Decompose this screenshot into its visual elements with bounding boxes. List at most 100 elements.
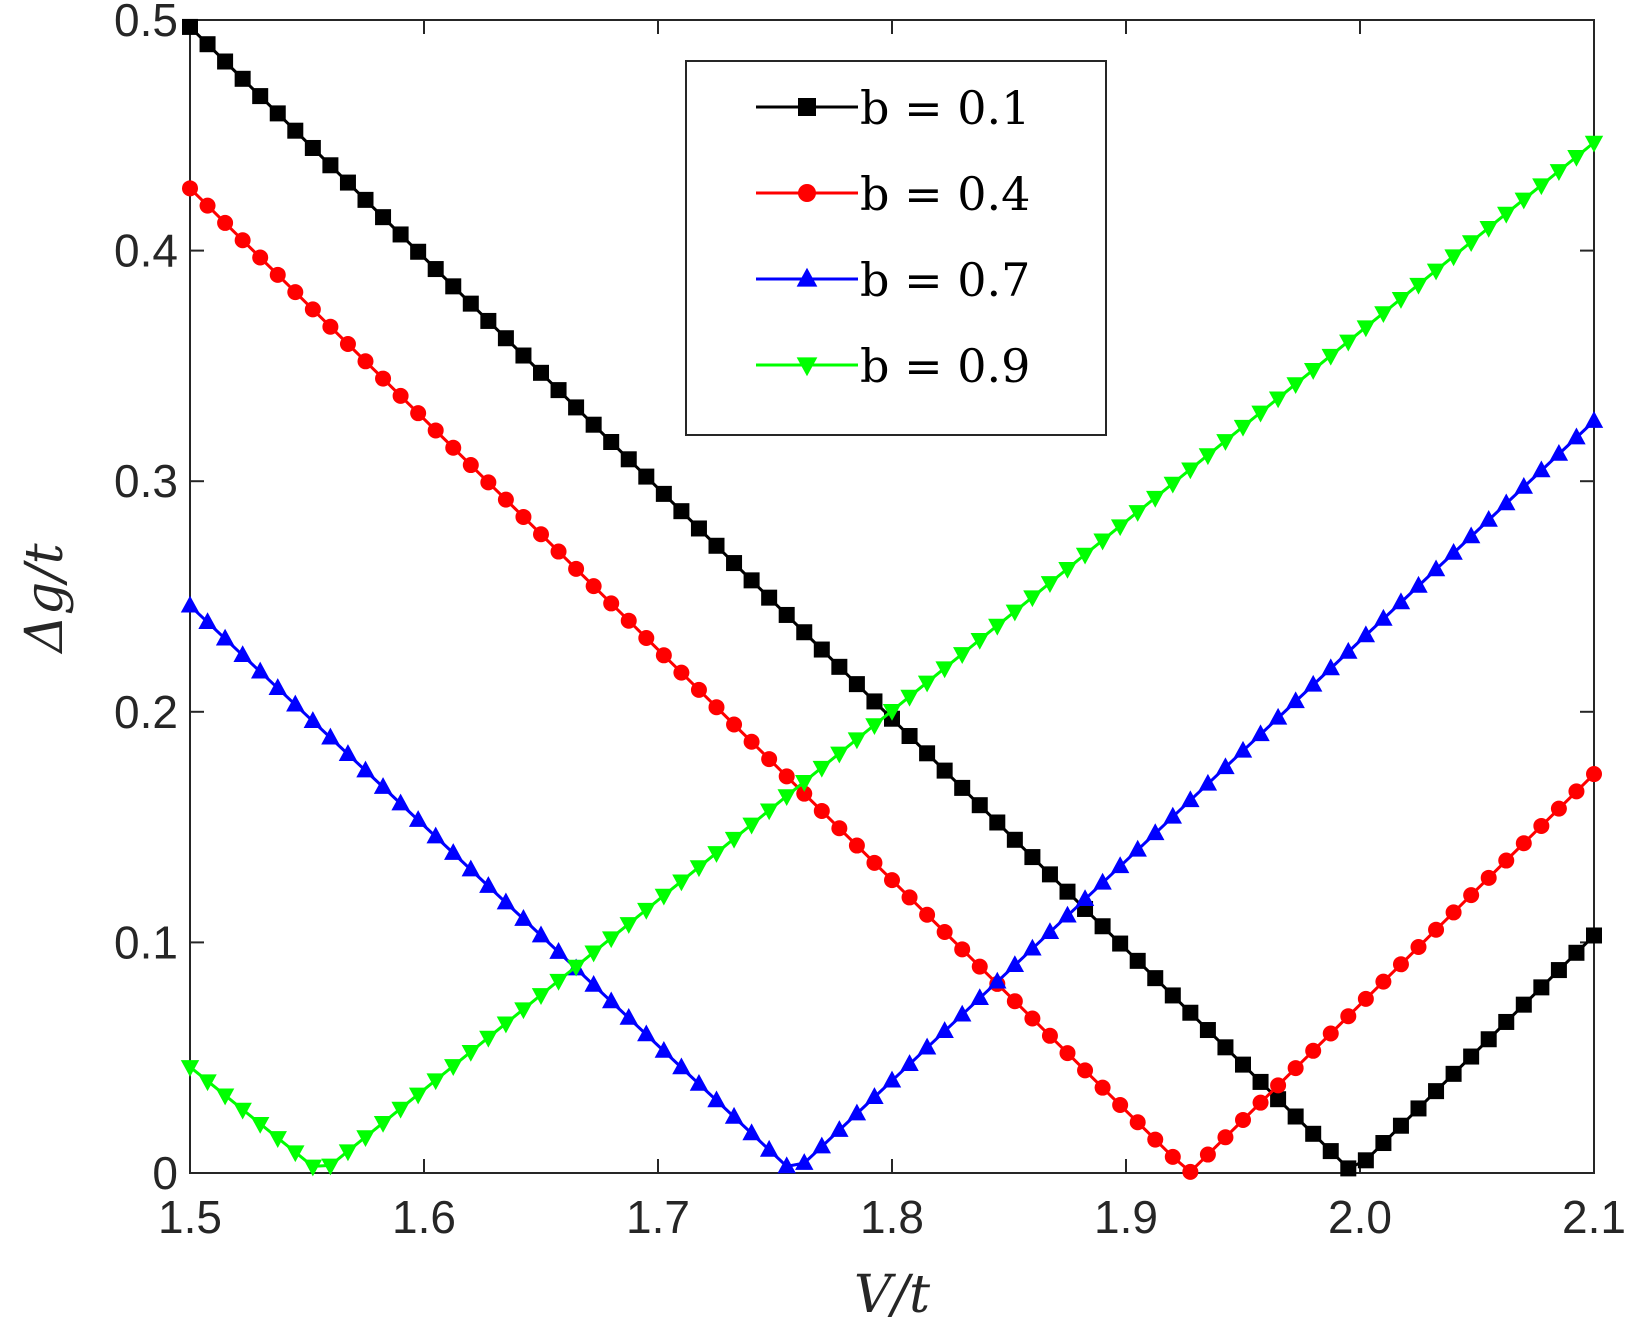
data-point — [1375, 973, 1392, 990]
data-point — [813, 802, 830, 819]
data-point — [1426, 559, 1446, 577]
data-point — [637, 1024, 656, 1042]
data-point — [761, 751, 778, 768]
data-point — [953, 1004, 972, 1022]
data-point — [1216, 434, 1235, 451]
data-point — [1147, 970, 1164, 987]
data-point — [848, 676, 865, 693]
x-tick-label: 1.8 — [860, 1191, 924, 1243]
data-point — [638, 468, 655, 485]
data-point — [375, 209, 392, 226]
data-point — [410, 405, 427, 422]
data-point — [1058, 905, 1077, 923]
data-point — [1005, 955, 1025, 973]
data-point — [1217, 1039, 1234, 1056]
data-point — [778, 606, 795, 623]
y-tick-label: 0.1 — [114, 916, 178, 968]
legend-label: b = 0.9 — [860, 339, 1030, 393]
data-point — [798, 98, 816, 116]
data-point — [1075, 889, 1095, 907]
data-point — [1374, 608, 1393, 626]
data-point — [550, 382, 567, 399]
legend-label: b = 0.4 — [860, 167, 1030, 221]
data-point — [1233, 740, 1253, 758]
data-point — [1533, 979, 1550, 996]
data-point — [479, 1030, 498, 1048]
data-point — [1480, 1031, 1497, 1048]
data-point — [252, 249, 269, 266]
data-point — [215, 628, 235, 646]
data-point — [1514, 476, 1533, 494]
data-point — [619, 917, 638, 934]
data-point — [1409, 575, 1428, 593]
legend-entry: b = 0.7 — [756, 253, 1030, 307]
y-tick-label: 0.4 — [114, 225, 178, 277]
data-point — [919, 906, 936, 923]
data-point — [1445, 1065, 1462, 1082]
data-point — [410, 243, 427, 260]
data-point — [831, 820, 848, 837]
data-point — [1480, 869, 1497, 886]
data-point — [304, 301, 321, 318]
data-point — [1059, 883, 1076, 900]
data-point — [1252, 1073, 1269, 1090]
data-point — [620, 612, 637, 629]
data-point — [1321, 348, 1340, 366]
data-point — [1146, 490, 1165, 508]
data-point — [1077, 1062, 1094, 1079]
data-point — [427, 422, 444, 439]
data-point — [830, 746, 849, 764]
data-point — [373, 777, 393, 794]
data-point — [1268, 391, 1288, 409]
data-point — [1426, 263, 1446, 281]
data-point — [796, 357, 818, 377]
data-point — [1339, 641, 1358, 659]
data-point — [217, 214, 234, 231]
data-point — [1164, 987, 1181, 1004]
data-point — [444, 1059, 463, 1076]
data-point — [847, 732, 867, 750]
legend-entry: b = 0.9 — [756, 339, 1030, 393]
data-point — [531, 925, 551, 943]
data-point — [812, 1136, 831, 1154]
data-point — [269, 105, 286, 122]
data-point — [708, 537, 725, 554]
data-point — [269, 266, 286, 283]
legend: b = 0.1 b = 0.4 b = 0.7 b = 0.9 — [685, 60, 1107, 436]
x-tick-label: 2.0 — [1328, 1191, 1392, 1243]
data-point — [268, 678, 287, 695]
data-point — [1235, 1111, 1251, 1128]
data-point — [1181, 790, 1200, 808]
data-point — [1287, 1060, 1304, 1077]
data-point — [1356, 625, 1376, 643]
data-point — [726, 716, 743, 733]
data-point — [970, 988, 989, 1005]
data-point — [654, 1040, 674, 1058]
data-point — [549, 942, 568, 959]
data-point — [234, 70, 251, 87]
data-point — [338, 744, 358, 761]
data-point — [1112, 1096, 1129, 1113]
data-point — [497, 491, 514, 508]
data-point — [1181, 462, 1200, 480]
data-point — [1533, 817, 1550, 834]
data-point — [1322, 1025, 1339, 1042]
data-point — [936, 924, 953, 941]
data-point — [812, 760, 831, 778]
data-point — [1532, 460, 1551, 478]
data-point — [373, 1116, 393, 1133]
data-point — [1374, 306, 1393, 324]
data-point — [357, 191, 374, 208]
data-point — [603, 595, 620, 612]
data-point — [900, 689, 919, 707]
data-point — [303, 711, 323, 728]
data-point — [303, 1159, 323, 1177]
data-point — [356, 760, 375, 778]
data-point — [655, 647, 672, 664]
data-point — [796, 624, 813, 641]
data-point — [796, 267, 818, 287]
y-tick-label: 0.3 — [114, 455, 178, 507]
data-point — [1392, 1117, 1409, 1134]
data-point — [427, 261, 444, 278]
data-point — [1286, 691, 1305, 709]
